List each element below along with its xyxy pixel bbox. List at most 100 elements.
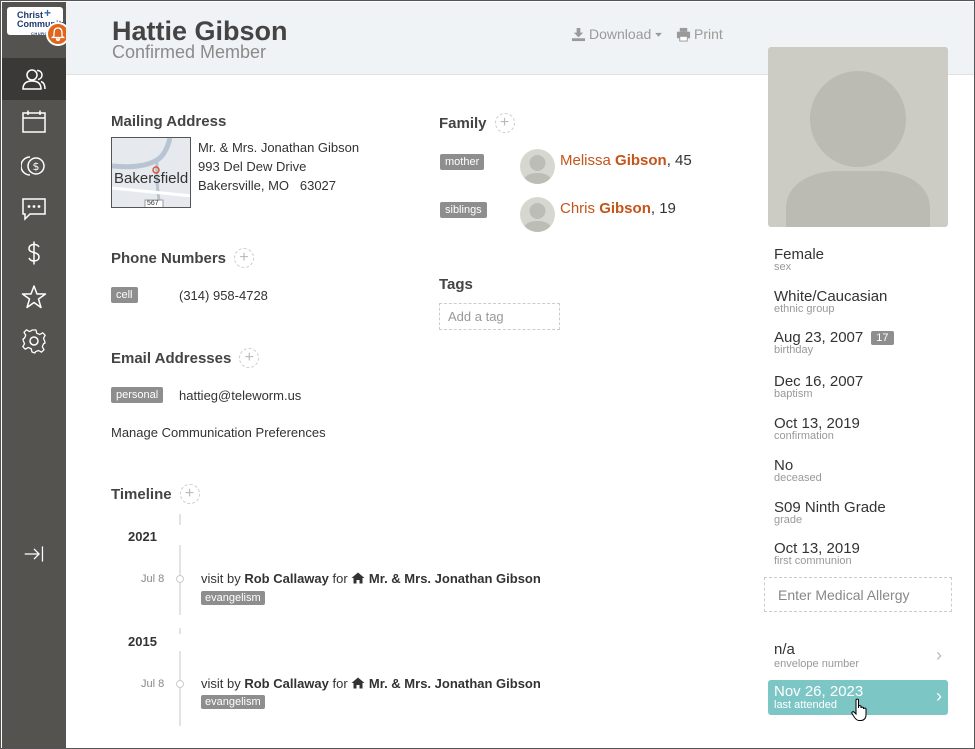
email-addresses-title: Email Addresses: [111, 349, 232, 367]
sidebar-item-favorites[interactable]: [2, 276, 66, 318]
dollar-icon: [28, 241, 40, 265]
print-button[interactable]: Print: [676, 26, 723, 42]
fact-birthday[interactable]: Aug 23, 2007 17 birthday: [774, 329, 894, 356]
add-family-button[interactable]: +: [494, 113, 515, 133]
last-attended-label: last attended: [774, 699, 837, 711]
fact-label: sex: [774, 261, 792, 273]
chevron-right-icon: ›: [936, 686, 942, 706]
add-phone-button[interactable]: +: [234, 248, 255, 268]
sidebar-item-giving[interactable]: $: [2, 144, 66, 186]
timeline-entry-household[interactable]: Mr. & Mrs. Jonathan Gibson: [368, 676, 541, 691]
family-member-first-name[interactable]: Melissa: [560, 152, 611, 169]
timeline-tag-badge: evangelism: [201, 695, 265, 709]
print-label: Print: [694, 26, 723, 42]
fact-label: deceased: [774, 472, 822, 484]
family-member-avatar[interactable]: [520, 149, 555, 184]
fact-value: S09 Ninth Grade: [774, 499, 886, 516]
sidebar-collapse-button[interactable]: [2, 533, 66, 575]
medical-allergy-input[interactable]: Enter Medical Allergy: [764, 577, 952, 612]
download-label: Download: [589, 26, 652, 42]
fact-label: ethnic group: [774, 303, 835, 315]
house-icon: [351, 677, 365, 689]
logo-line1: Christ: [17, 10, 44, 20]
timeline-entry-prefix: visit by: [201, 676, 245, 691]
logo-line2: Community: [17, 19, 67, 29]
fact-label: first communion: [774, 555, 852, 567]
age-badge: 17: [871, 330, 894, 345]
fact-value-row: Aug 23, 2007 17: [774, 329, 894, 346]
chevron-right-icon: ›: [936, 645, 942, 665]
fact-value: Aug 23, 2007: [774, 329, 864, 346]
sidebar-item-messages[interactable]: [2, 188, 66, 230]
sidebar-item-calendar[interactable]: [2, 101, 66, 143]
add-tag-input[interactable]: Add a tag: [439, 303, 560, 330]
fact-label: grade: [774, 514, 803, 526]
family-member-last-name[interactable]: Gibson: [599, 200, 651, 217]
email-address-link[interactable]: hattieg@teleworm.us: [179, 388, 302, 403]
fact-confirmation[interactable]: Oct 13, 2019 confirmation: [774, 415, 860, 442]
family-title: Family: [439, 114, 487, 132]
house-icon: [351, 572, 365, 584]
tags-heading: Tags: [439, 276, 473, 293]
giving-coin-icon: $: [21, 156, 45, 176]
address-street: 993 Del Dew Drive: [198, 159, 307, 174]
printer-icon: [676, 27, 691, 42]
address-city-line: Bakersville, MO 63027: [198, 178, 337, 193]
mailing-address-heading: Mailing Address: [111, 113, 226, 130]
family-member-melissa: Melissa Gibson, 45: [560, 152, 692, 169]
address-map[interactable]: Bakersfield 567: [111, 137, 191, 208]
timeline-entry-person[interactable]: Rob Callaway: [244, 571, 329, 586]
timeline-entry-mid: for: [328, 676, 352, 691]
fact-first-communion[interactable]: Oct 13, 2019 first communion: [774, 540, 860, 567]
person-name: Hattie Gibson: [112, 16, 288, 46]
person-silhouette-icon: [523, 155, 552, 184]
timeline-entry-mid: for: [328, 571, 352, 586]
fact-value: Dec 16, 2007: [774, 373, 864, 390]
timeline-entry-person[interactable]: Rob Callaway: [244, 676, 329, 691]
cross-icon: +: [44, 6, 52, 20]
family-member-age: , 19: [650, 200, 676, 217]
add-timeline-button[interactable]: +: [179, 484, 200, 504]
manage-communication-link[interactable]: Manage Communication Preferences: [111, 425, 326, 440]
family-member-first-name[interactable]: Chris: [560, 200, 596, 217]
add-email-button[interactable]: +: [239, 348, 260, 368]
fact-ethnic-group[interactable]: White/Caucasian ethnic group: [774, 288, 887, 315]
sidebar-item-finance[interactable]: [2, 232, 66, 274]
star-icon: [21, 285, 47, 309]
fact-value: No: [774, 457, 794, 474]
timeline-line: [179, 514, 181, 525]
family-member-chris: Chris Gibson, 19: [560, 200, 676, 217]
people-icon: [22, 69, 46, 90]
timeline-entry-household[interactable]: Mr. & Mrs. Jonathan Gibson: [368, 571, 541, 586]
phone-number-link[interactable]: (314) 958-4728: [179, 288, 268, 303]
church-logo[interactable]: Christ Community + CHURCH: [7, 6, 67, 36]
profile-photo[interactable]: [768, 47, 948, 227]
household-link[interactable]: Mr. & Mrs. Jonathan Gibson: [198, 140, 360, 155]
timeline-tag-badge: evangelism: [201, 591, 265, 605]
timeline-year: 2015: [128, 634, 157, 649]
fact-baptism[interactable]: Dec 16, 2007 baptism: [774, 373, 863, 400]
envelope-number-row[interactable]: n/a envelope number ›: [768, 639, 948, 673]
last-attended-value: Nov 26, 2023: [774, 683, 864, 700]
fact-sex[interactable]: Female sex: [774, 246, 824, 273]
email-type-badge: personal: [111, 387, 164, 403]
family-member-avatar[interactable]: [520, 197, 555, 232]
fact-value: Oct 13, 2019: [774, 415, 860, 432]
fact-grade[interactable]: S09 Ninth Grade grade: [774, 499, 886, 526]
timeline-dot: [176, 575, 184, 583]
sidebar-item-people[interactable]: [2, 58, 66, 100]
family-heading: Family +: [439, 113, 515, 133]
person-silhouette-icon: [786, 71, 930, 227]
relation-badge-siblings: siblings: [440, 202, 487, 218]
family-member-last-name[interactable]: Gibson: [615, 152, 667, 169]
logo-line3: CHURCH: [31, 31, 52, 36]
download-button[interactable]: Download: [571, 26, 663, 42]
collapse-arrow-icon: [24, 546, 44, 562]
map-place-label: Bakersfield: [114, 170, 189, 187]
fact-deceased[interactable]: No deceased: [774, 457, 822, 484]
sidebar-item-settings[interactable]: [2, 320, 66, 362]
timeline-year: 2021: [128, 529, 157, 544]
timeline-entry-prefix: visit by: [201, 571, 245, 586]
timeline-entry: visit by Rob Callaway for Mr. & Mrs. Jon…: [201, 571, 541, 586]
